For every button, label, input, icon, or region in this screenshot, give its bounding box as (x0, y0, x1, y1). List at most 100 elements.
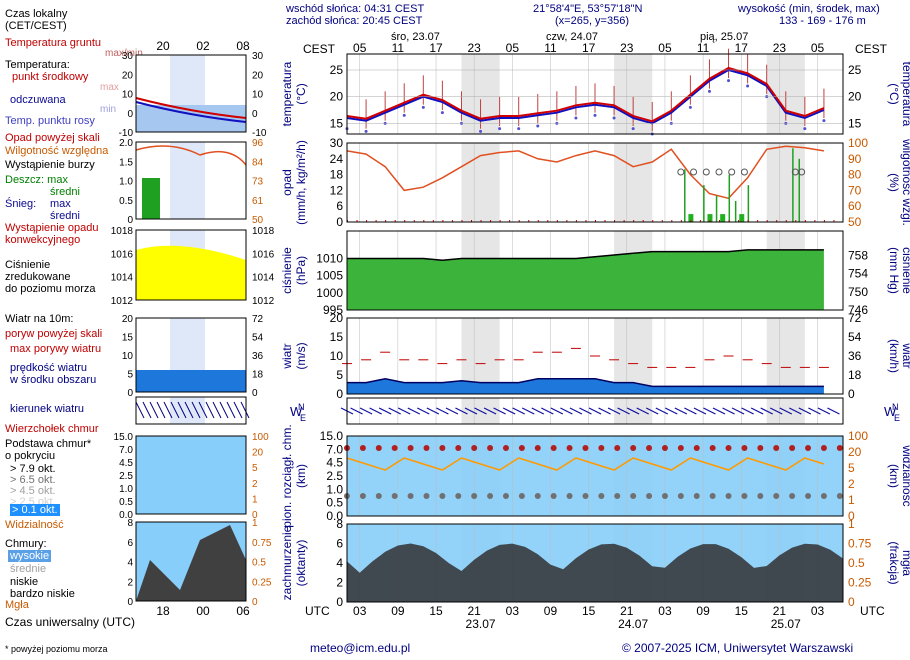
legend-wind-arrow (184, 401, 194, 419)
night-band (614, 143, 653, 222)
pressure-area (347, 249, 824, 310)
legend-utc-tick: 06 (236, 604, 250, 618)
contact-email[interactable]: meteo@icm.edu.pl (310, 641, 411, 655)
wind-direction-arrow (731, 407, 745, 415)
sunset-text: zachód słońca: 20:45 CEST (286, 15, 423, 27)
cloud-base-dot (693, 493, 700, 499)
fog-tick: 0.25 (848, 576, 872, 590)
cloud-top-dot (375, 445, 382, 451)
legend-tick-l: 0.5 (119, 196, 133, 207)
legend-local-tick: 20 (156, 39, 170, 53)
dew-point-dot (574, 116, 578, 120)
legend-rain-mid: średni (50, 186, 80, 198)
visibility-line (346, 457, 825, 471)
cover-tick: 4 (336, 556, 343, 570)
legend-tick-l: 5 (127, 370, 133, 381)
cloud-top-dot (439, 445, 446, 451)
axis-title-left: opad (280, 169, 294, 196)
precip-occ-marker (623, 220, 625, 222)
legend-tick-r: 20 (252, 70, 264, 81)
dew-point-dot (593, 113, 597, 117)
wind-direction-arrow (626, 407, 640, 415)
legend-okt79: > 7.9 okt. (10, 463, 56, 475)
wind-tick: 10 (330, 349, 344, 363)
legend-tick-l: 0 (127, 388, 133, 399)
legend-snow-mid: średni (50, 210, 80, 222)
wind-direction-arrow (636, 407, 649, 415)
precip-occ-marker (642, 220, 644, 222)
legend-panel-frame (135, 317, 247, 393)
legend-tick-l: 2.5 (119, 471, 133, 482)
legend-very-low: bardzo niskie (10, 588, 75, 600)
cover-tick: 0 (336, 595, 343, 609)
legend-temperature: Temperatura: (5, 59, 70, 71)
legend-max-gust: max porywy wiatru (10, 343, 102, 355)
cloud-base-dot (614, 493, 621, 499)
cloud-base-dot (518, 493, 525, 499)
legend-wind-arrow (198, 401, 208, 419)
legend-wind-arrow (177, 401, 187, 419)
visibility-tick: 1 (848, 493, 855, 507)
cloud-base-dot (534, 493, 541, 499)
cest-tick: 05 (811, 41, 825, 55)
cloudbase-tick: 1.0 (326, 482, 343, 496)
legend-tick-l: 4 (127, 558, 133, 569)
cloud-top-dot (391, 445, 398, 451)
axis-title-right: ciśnienie (900, 247, 910, 294)
legend-tick-r: 0 (252, 388, 258, 399)
cloud-top-dot (614, 445, 621, 451)
precip-occ-marker (652, 220, 654, 222)
legend-local-time-sub: (CET/CEST) (5, 20, 67, 32)
legend-tick-r: 72 (252, 314, 264, 325)
wind-tick: 15 (330, 330, 344, 344)
legend-ground-temp: Temperatura gruntu (5, 37, 101, 49)
precip-occ-marker (366, 220, 368, 222)
legend-panel-frame (135, 521, 247, 602)
legend-tick-l: 7.0 (119, 445, 133, 456)
legend-tick-l: 20 (122, 70, 134, 81)
cloudbase-tick: 7.0 (326, 442, 343, 456)
wind-direction-arrow (512, 407, 525, 415)
cover-tick: 2 (336, 576, 343, 590)
legend-local-tick: 08 (236, 39, 250, 53)
dew-point-dot (746, 84, 750, 88)
legend-low-clouds (136, 525, 246, 601)
precip-occ-marker (699, 220, 701, 222)
precip-occ-marker (461, 220, 463, 222)
precip-occ-marker (614, 220, 616, 222)
legend-tick-r: 0.5 (252, 558, 266, 569)
legend-tick-l: 2 (127, 577, 133, 588)
cest-tick: 23 (620, 41, 634, 55)
humidity-tick: 60 (848, 199, 862, 213)
precip-occ-marker (814, 220, 816, 222)
altitude-values: 133 - 169 - 176 m (779, 15, 866, 27)
rain-max-bar (703, 185, 705, 222)
legend-clouds: Chmury: (5, 538, 47, 550)
tz-left: CEST (303, 42, 336, 56)
wind-direction-arrow (436, 407, 449, 415)
legend-fog-above: Opad powyżej skali (5, 132, 100, 144)
cest-tick: 17 (582, 41, 596, 55)
legend-wind-speed2: w środku obszaru (10, 374, 97, 386)
legend-min: min (100, 104, 117, 115)
storm-marker (740, 168, 748, 176)
utc-tick: 03 (506, 604, 520, 618)
rain-mid-bar (720, 214, 726, 222)
axis-unit-left: (mm/h, kg/m²/h) (294, 140, 308, 225)
axis-title-right: mgła (900, 550, 910, 576)
legend-okt45: > 4.5 okt. (10, 485, 56, 497)
legend-storm: Wystąpienie burzy (5, 159, 95, 171)
axis-unit-left: (oktanty) (294, 540, 308, 587)
legend-tick-r: -10 (252, 128, 267, 139)
legend-snow: Śnieg: (5, 198, 37, 210)
legend-gust-above: poryw powyżej skali (5, 328, 103, 340)
wind-direction-arrow (560, 407, 573, 415)
precip-occ-marker (595, 220, 596, 222)
wind-direction-arrow (388, 407, 401, 415)
fog-tick: 0.5 (848, 556, 865, 570)
cloud-base-dot (709, 493, 716, 499)
legend-wind-arrow (191, 401, 201, 419)
legend-tick-r: 1018 (252, 226, 275, 237)
cloud-top-dot (820, 445, 827, 451)
